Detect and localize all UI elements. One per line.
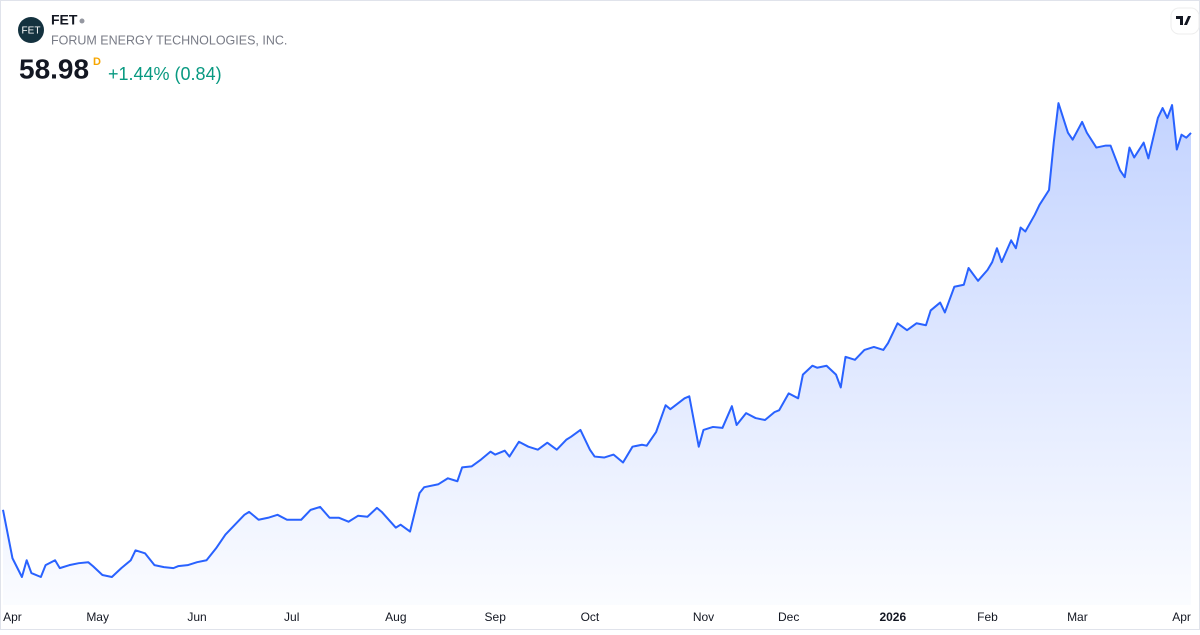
x-tick-label: May (86, 610, 109, 624)
x-tick-label: Aug (385, 610, 406, 624)
x-tick-label: Jul (284, 610, 299, 624)
x-tick-label: Apr (3, 610, 22, 624)
x-tick-label: Jun (187, 610, 206, 624)
plot: Apr May Jun Jul Aug Sep Oct Nov Dec 2026 Feb Mar Apr (2, 102, 1192, 624)
interval: D (93, 56, 101, 68)
price-line (2, 102, 1192, 579)
last-price: 58.98 (19, 53, 89, 84)
x-tick-label: 2026 (879, 610, 906, 624)
x-tick-label: Mar (1067, 610, 1088, 624)
brand-logo[interactable] (1170, 7, 1200, 35)
symbol: FET (51, 12, 78, 28)
area (3, 103, 1191, 606)
price-change: +1.44% (0.84) (108, 64, 222, 84)
logo-text: FET (22, 26, 41, 37)
x-tick-label: Nov (693, 610, 714, 624)
x-tick-label: Dec (778, 610, 799, 624)
company-name: FORUM ENERGY TECHNOLOGIES, INC. (51, 33, 287, 47)
x-tick-label: Apr (1172, 610, 1191, 624)
x-tick-label: Feb (977, 610, 998, 624)
x-tick-label: Sep (485, 610, 507, 624)
logo (18, 17, 44, 43)
status-dot (79, 18, 85, 24)
x-tick-label: Oct (581, 610, 600, 624)
